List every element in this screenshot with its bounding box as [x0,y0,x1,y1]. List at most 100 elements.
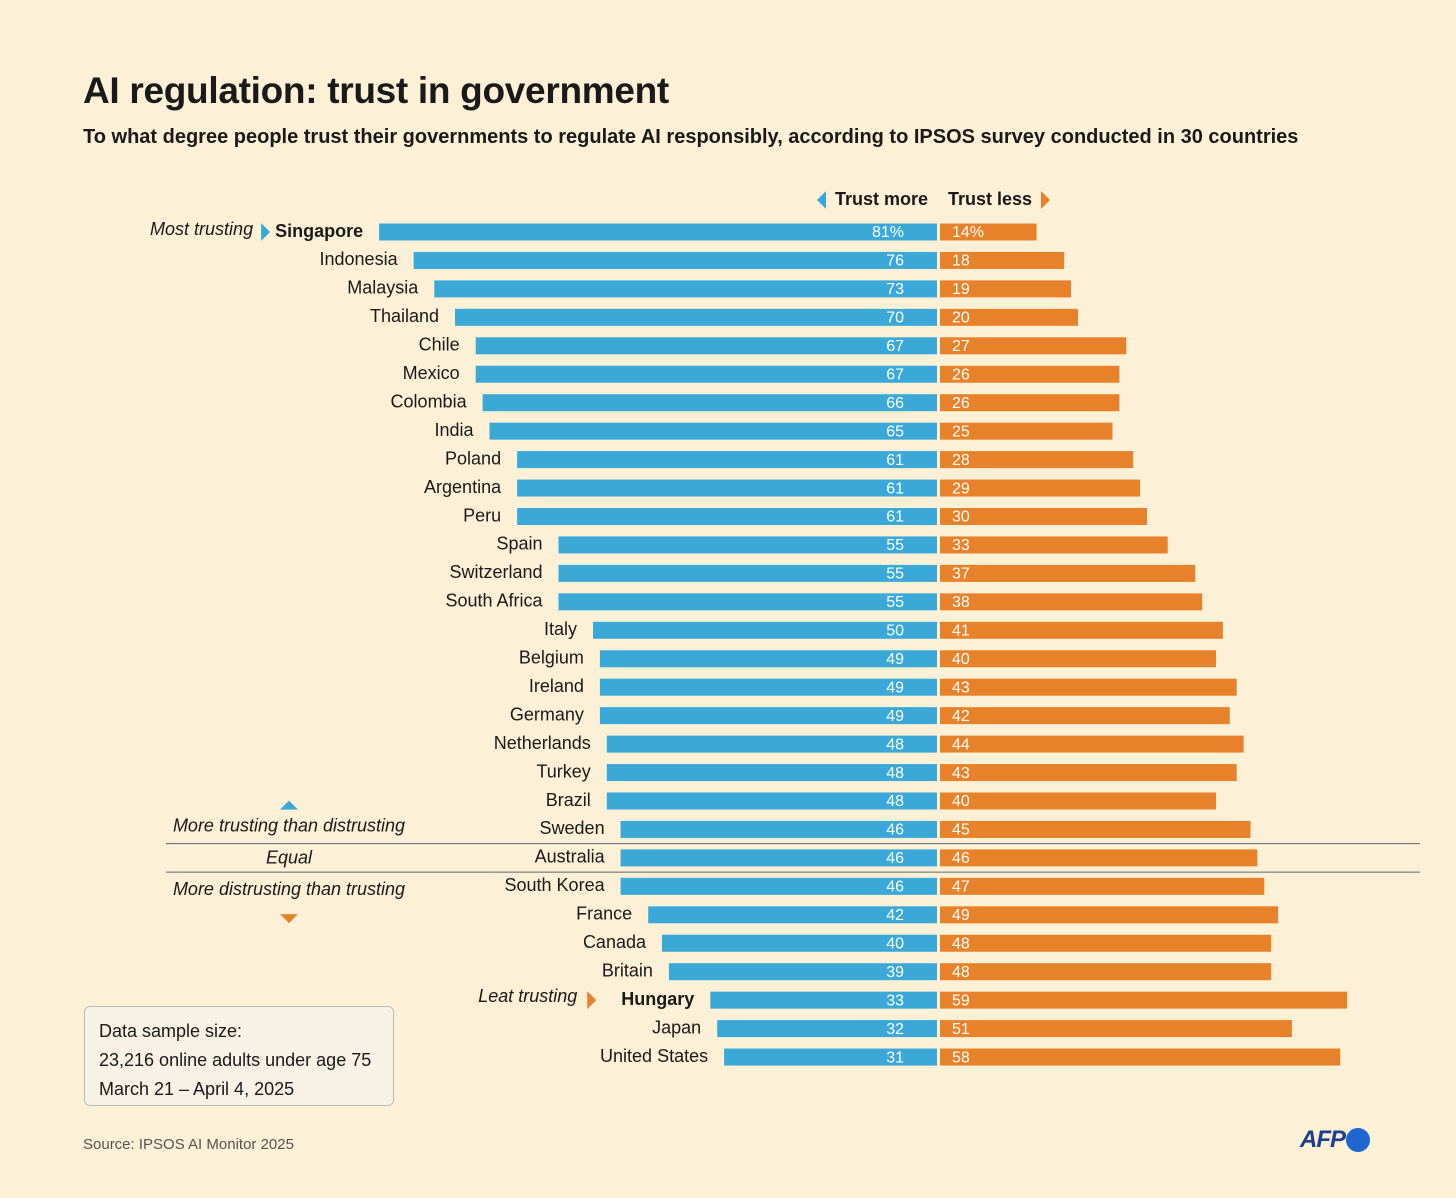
country-label: Netherlands [494,733,591,753]
country-label: Japan [652,1017,701,1037]
bar-trust-less [940,394,1120,412]
value-label-trust-less: 26 [952,366,970,383]
value-label-trust-more: 70 [886,310,904,327]
country-label: India [434,420,474,440]
afp-logo-text: AFP [1300,1126,1346,1153]
country-label: South Korea [505,875,606,895]
value-label-trust-less: 51 [952,1021,970,1038]
country-label: Italy [544,619,577,639]
bar-trust-more [558,536,937,554]
bar-trust-less [940,479,1141,497]
bar-trust-more [475,365,937,383]
afp-logo-dot-icon [1346,1128,1370,1152]
bar-trust-more [662,934,937,952]
legend-trust-more: Trust more [835,189,928,209]
country-label: Malaysia [347,278,419,298]
bar-trust-more [724,1048,937,1066]
value-label-trust-more: 55 [886,537,904,554]
bar-trust-less [940,678,1237,696]
bar-trust-more [558,593,937,611]
bar-trust-less [940,820,1251,838]
value-label-trust-more: 46 [886,822,904,839]
value-label-trust-more: 32 [886,1021,904,1038]
bar-trust-less [940,621,1223,639]
bar-trust-more [668,963,937,981]
bar-trust-more [475,337,937,355]
bar-trust-less [940,877,1265,895]
value-label-trust-less: 37 [952,566,970,583]
value-label-trust-more: 33 [886,992,904,1009]
value-label-trust-more: 61 [886,480,904,497]
value-label-trust-more: 49 [886,708,904,725]
bar-trust-less [940,308,1078,326]
value-label-trust-more: 76 [886,253,904,270]
value-label-trust-more: 67 [886,366,904,383]
value-label-trust-less: 26 [952,395,970,412]
group-label-more-distrusting: More distrusting than trusting [173,879,405,899]
value-label-trust-more: 39 [886,964,904,981]
bar-trust-less [940,650,1216,668]
bar-trust-more [620,849,937,867]
country-label: Britain [602,960,653,980]
bar-trust-more [517,479,937,497]
value-label-trust-more: 55 [886,566,904,583]
value-label-trust-less: 45 [952,822,970,839]
value-label-trust-less: 43 [952,765,970,782]
value-label-trust-more: 31 [886,1049,904,1066]
value-label-trust-more: 65 [886,423,904,440]
country-label: Switzerland [449,562,542,582]
bar-trust-less [940,764,1237,782]
group-label-equal: Equal [266,848,313,868]
value-label-trust-more: 42 [886,907,904,924]
bar-trust-more [413,251,938,269]
value-label-trust-less: 58 [952,1049,970,1066]
more-trusting-up-arrow-icon [280,800,298,810]
bar-trust-more [710,991,937,1009]
value-label-trust-more: 66 [886,395,904,412]
bar-trust-more [434,280,937,298]
bar-trust-more [620,820,937,838]
more-distrusting-down-arrow-icon [280,914,298,924]
bar-trust-less [940,451,1134,469]
country-label: Canada [583,932,647,952]
value-label-trust-less: 18 [952,253,970,270]
country-label: Spain [496,534,542,554]
source-note: Source: IPSOS AI Monitor 2025 [83,1136,294,1153]
afp-logo: AFP [1300,1126,1370,1154]
bar-trust-more [599,678,937,696]
country-label: Argentina [424,477,502,497]
value-label-trust-more: 49 [886,651,904,668]
value-label-trust-more: 61 [886,509,904,526]
country-label: Australia [535,847,606,867]
value-label-trust-less: 44 [952,736,970,753]
country-label: South Africa [445,591,543,611]
bar-trust-less [940,991,1348,1009]
value-label-trust-less: 46 [952,850,970,867]
legend-left-arrow-icon [817,191,826,209]
country-label: Belgium [519,648,584,668]
value-label-trust-less: 49 [952,907,970,924]
value-label-trust-more: 50 [886,623,904,640]
legend-right-arrow-icon [1041,191,1050,209]
value-label-trust-less: 48 [952,964,970,981]
country-label: Colombia [391,391,468,411]
bar-trust-more [379,223,938,241]
bar-trust-more [489,422,937,440]
value-label-trust-less: 14% [952,224,984,241]
bar-trust-less [940,508,1147,525]
sample-size-dates: March 21 – April 4, 2025 [99,1079,295,1099]
bar-trust-less [940,593,1203,611]
least-trusting-arrow-icon [587,991,597,1010]
country-label: Mexico [403,363,460,383]
bar-trust-less [940,251,1065,269]
value-label-trust-more: 49 [886,679,904,696]
bar-trust-more [593,621,937,639]
country-label: United States [600,1046,708,1066]
value-label-trust-less: 28 [952,452,970,469]
bar-trust-less [940,337,1127,355]
country-label: Chile [419,335,460,355]
value-label-trust-more: 73 [886,281,904,298]
value-label-trust-more: 40 [886,935,904,952]
bar-trust-more [482,394,937,412]
country-label: Brazil [546,790,591,810]
